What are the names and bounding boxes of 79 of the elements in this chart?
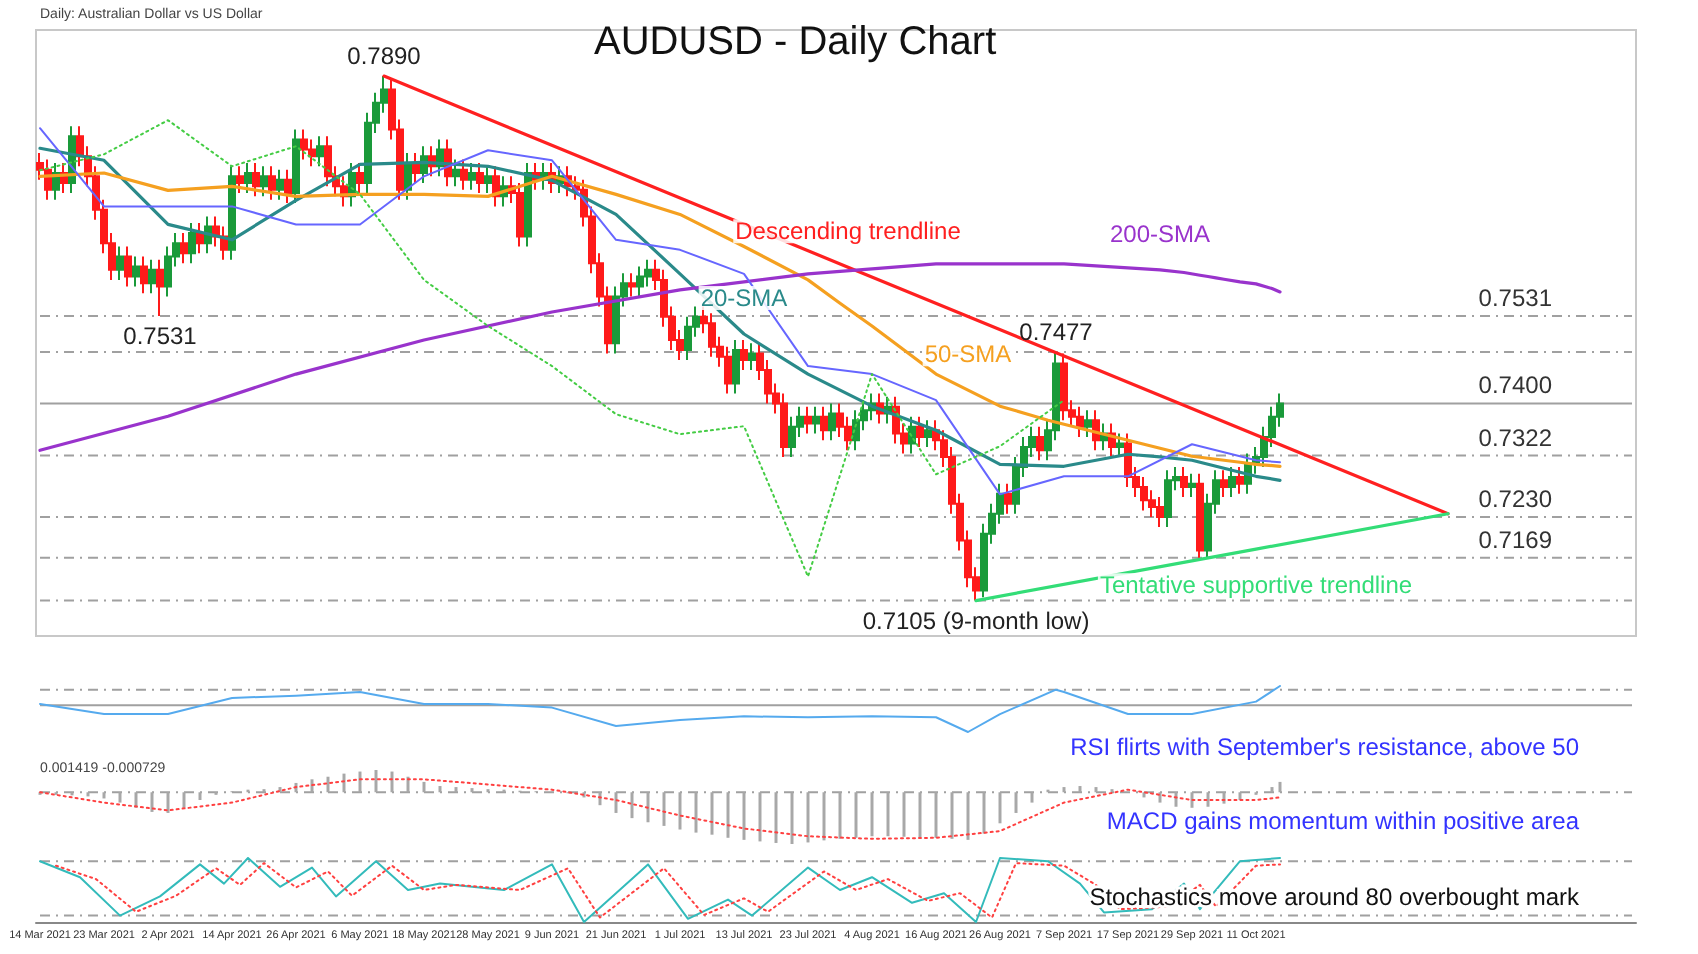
candlestick xyxy=(1180,465,1188,499)
annotation: 0.7531 xyxy=(123,321,198,350)
candlestick xyxy=(284,168,292,205)
text: RSI flirts with September's resistance, above 50 xyxy=(1070,733,1580,761)
candlestick xyxy=(1164,469,1172,529)
candlestick xyxy=(820,405,828,442)
candlestick xyxy=(460,158,468,191)
candlestick xyxy=(644,258,652,288)
candlestick xyxy=(788,415,796,458)
candlestick xyxy=(516,182,524,248)
candlestick xyxy=(260,165,268,198)
candlestick xyxy=(1060,352,1068,422)
candlestick xyxy=(1084,409,1092,438)
candlestick xyxy=(316,135,324,168)
candlestick xyxy=(484,165,492,195)
candlestick xyxy=(1228,465,1236,499)
candlestick xyxy=(828,402,836,442)
candlestick xyxy=(476,161,484,195)
candlestick xyxy=(524,161,532,248)
candlestick xyxy=(236,165,244,195)
candlestick xyxy=(1076,405,1084,438)
candlestick xyxy=(116,245,124,281)
candlestick xyxy=(1116,432,1124,458)
candlestick xyxy=(452,158,460,188)
series-label: Tentative supportive trendline xyxy=(1099,571,1413,600)
candlestick xyxy=(1004,482,1012,515)
candlestick xyxy=(252,161,260,198)
ref-line-label: 0.7322 xyxy=(1478,423,1553,452)
candlestick xyxy=(356,161,364,195)
chart-title: AUDUSD - Daily Chart xyxy=(594,20,998,64)
candlestick xyxy=(468,161,476,191)
candlestick xyxy=(724,345,732,395)
candlestick xyxy=(748,342,756,372)
series-label: 200-SMA xyxy=(1109,219,1211,248)
candlestick xyxy=(156,258,164,317)
candlestick xyxy=(1220,469,1228,499)
candlestick xyxy=(148,258,156,295)
candlestick xyxy=(132,255,140,288)
series-label: 50-SMA xyxy=(924,340,1012,369)
candlestick xyxy=(916,415,924,448)
candlestick xyxy=(300,128,308,161)
candlestick xyxy=(628,272,636,298)
candlestick xyxy=(1156,496,1164,529)
ref-line-label: 0.7531 xyxy=(1478,283,1553,312)
candlestick xyxy=(244,161,252,195)
annotation: MACD gains momentum within positive area xyxy=(1106,807,1580,835)
candlestick xyxy=(412,151,420,184)
ref-line-label: 0.7400 xyxy=(1478,371,1553,400)
series-label: Descending trendline xyxy=(735,217,962,246)
candlestick xyxy=(1188,472,1196,499)
candlestick xyxy=(228,165,236,261)
candlestick xyxy=(196,222,204,255)
candlestick xyxy=(268,165,276,201)
candlestick xyxy=(924,419,932,448)
candlestick xyxy=(140,255,148,295)
candlestick xyxy=(276,168,284,201)
candlestick xyxy=(1196,472,1204,559)
candlestick xyxy=(636,265,644,298)
annotation: 0.7890 xyxy=(347,42,422,71)
candlestick xyxy=(308,138,316,168)
candlestick xyxy=(404,151,412,201)
candlestick xyxy=(732,339,740,395)
candlestick xyxy=(292,128,300,205)
annotation: 0.7105 (9-month low) xyxy=(862,606,1090,635)
ref-line-label: 0.7169 xyxy=(1478,525,1553,554)
candlestick xyxy=(1036,425,1044,462)
candlestick xyxy=(684,315,692,362)
candlestick xyxy=(1236,465,1244,495)
candlestick xyxy=(180,232,188,265)
candlestick xyxy=(324,135,332,188)
annotation: 0.7477 xyxy=(1019,318,1094,347)
candlestick xyxy=(740,339,748,372)
ref-line-label: 0.7230 xyxy=(1478,485,1553,514)
candlestick xyxy=(812,405,820,435)
candlestick xyxy=(188,222,196,265)
candlestick xyxy=(1140,475,1148,512)
series-label: 20-SMA xyxy=(700,284,788,312)
candlestick xyxy=(804,405,812,435)
candlestick xyxy=(124,245,132,288)
